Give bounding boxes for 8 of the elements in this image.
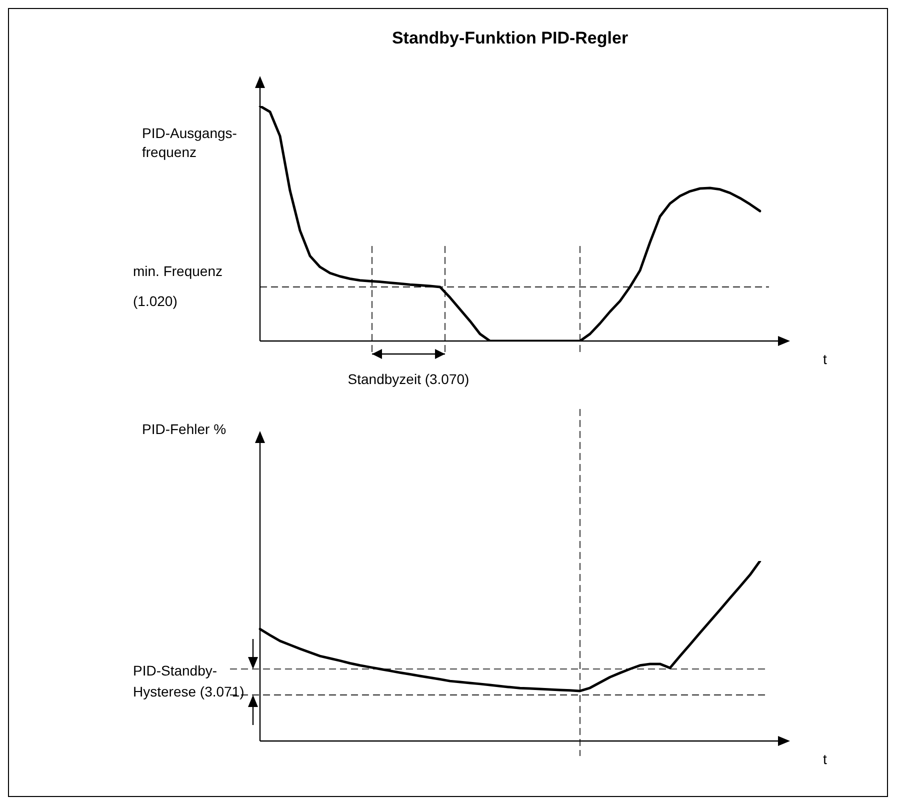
y-axis-title: PID-Fehler % xyxy=(142,420,226,437)
legend-label: PID-Standby-Hysterese (3.071) xyxy=(133,662,244,700)
y-axis-title: PID-Ausgangs-frequenz xyxy=(142,124,238,160)
ref-line-label: min. Frequenz (1.020) xyxy=(133,262,222,309)
x-axis-title: t xyxy=(823,750,827,767)
text: Standbyzeit (3.070) xyxy=(348,370,470,387)
chart-title: Standby-Funktion PID-Regler xyxy=(392,28,628,48)
x-axis-title: t xyxy=(823,350,827,367)
